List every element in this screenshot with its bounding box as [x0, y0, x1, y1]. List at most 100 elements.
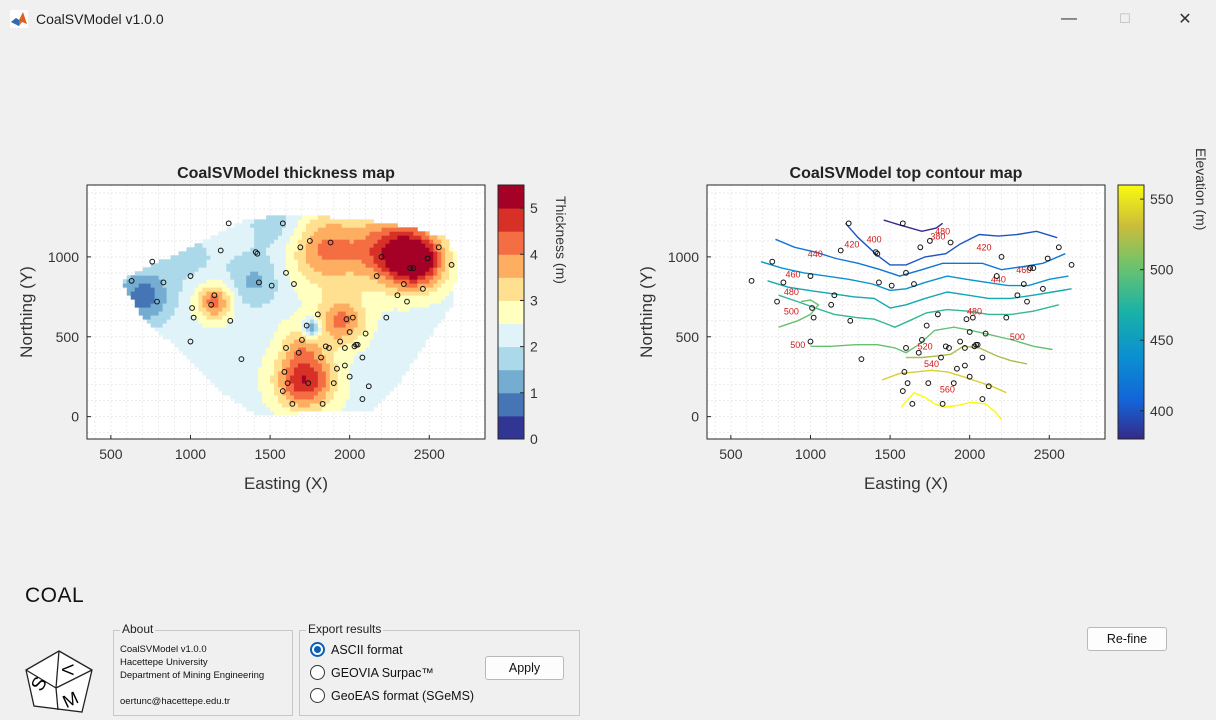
well-marker — [925, 380, 932, 386]
well-marker — [993, 273, 1000, 279]
radio-icon[interactable] — [310, 665, 325, 680]
y-tick-label: 500 — [676, 329, 700, 345]
well-marker — [979, 396, 986, 402]
well-marker — [394, 292, 401, 299]
well-marker — [297, 244, 304, 251]
apply-button[interactable]: Apply — [485, 656, 564, 680]
thickness-xlabel: Easting (X) — [244, 474, 328, 493]
well-marker — [876, 279, 882, 286]
contour-line — [767, 280, 1072, 309]
well-marker — [780, 279, 787, 286]
contour-label: 460 — [1016, 265, 1031, 275]
well-marker — [283, 345, 289, 351]
refine-button[interactable]: Re-fine — [1087, 627, 1167, 651]
well-marker — [1044, 255, 1051, 262]
well-marker — [845, 220, 852, 227]
well-marker — [946, 345, 952, 351]
well-marker — [291, 281, 297, 287]
well-marker — [966, 329, 973, 335]
well-marker — [810, 314, 817, 321]
well-marker — [939, 400, 946, 407]
maximize-button[interactable]: ☐ — [1102, 6, 1148, 32]
y-tick-label: 1000 — [48, 249, 79, 265]
about-email: oertunc@hacettepe.edu.tr — [120, 696, 230, 707]
well-marker — [365, 383, 372, 390]
well-marker — [1040, 285, 1046, 292]
well-marker — [322, 343, 329, 350]
well-marker — [160, 279, 167, 286]
well-marker — [189, 305, 195, 311]
well-marker — [378, 253, 385, 260]
contour-label: 460 — [785, 270, 800, 280]
contour-label: 400 — [867, 235, 882, 245]
well-marker — [254, 250, 261, 257]
contour-lines: 380 400 420 440 460 480 420 480 460 440 500 480 500 5… — [760, 219, 1072, 421]
well-marker — [915, 349, 922, 356]
radio-icon[interactable] — [310, 688, 325, 703]
elevation-colorbar[interactable] — [1117, 184, 1145, 440]
thickness-colorbar[interactable]: 0 1 2 3 4 5 — [497, 184, 538, 447]
well-marker — [351, 343, 358, 350]
well-marker — [319, 400, 326, 407]
well-marker — [407, 265, 414, 271]
logo-letter-v: V — [58, 664, 77, 676]
title-bar: CoalSVModel v1.0.0 — ☐ ✕ — [0, 0, 1216, 38]
close-button[interactable]: ✕ — [1162, 6, 1208, 32]
well-marker — [149, 258, 156, 265]
thickness-map-axes[interactable]: 500 1000 1500 2000 2500 0 500 1000 — [48, 184, 486, 462]
well-marker — [211, 292, 218, 299]
well-marker — [346, 329, 353, 335]
well-marker — [190, 314, 197, 321]
minimize-button[interactable]: — — [1046, 6, 1092, 32]
well-marker — [954, 365, 960, 372]
well-marker — [904, 380, 911, 386]
export-option-geoeas-label: GeoEAS format (SGeMS) — [331, 688, 475, 703]
well-marker — [306, 238, 313, 244]
well-marker — [831, 292, 838, 299]
x-tick-label: 1500 — [875, 446, 906, 462]
export-option-ascii[interactable]: ASCII format — [310, 642, 403, 657]
thickness-heatmap — [122, 215, 458, 416]
minimize-icon: — — [1061, 10, 1077, 27]
well-marker — [314, 311, 321, 318]
contour-line — [883, 219, 944, 233]
well-marker — [847, 317, 854, 324]
well-marker — [343, 316, 350, 323]
contour-label: 480 — [935, 227, 950, 237]
well-marker — [1003, 314, 1010, 321]
well-marker — [299, 337, 305, 343]
well-marker — [1027, 265, 1034, 271]
colorbar-tick-label: 4 — [530, 246, 538, 262]
well-marker — [400, 281, 407, 287]
elevation-colorbar-ticks: 400 450 500 550 — [1140, 191, 1174, 419]
export-option-geoeas[interactable]: GeoEAS format (SGeMS) — [310, 688, 474, 703]
elevation-colorbar-label: Elevation (m) — [1193, 148, 1209, 230]
x-tick-label: 1000 — [795, 446, 826, 462]
well-marker — [917, 244, 924, 251]
well-marker — [289, 400, 296, 407]
contour-ticks: 500 1000 1500 2000 2500 0 500 1000 — [668, 249, 1065, 462]
well-marker — [926, 238, 933, 244]
contour-label: 560 — [940, 385, 955, 395]
colorbar-tick-label: 450 — [1150, 332, 1174, 348]
export-option-surpac[interactable]: GEOVIA Surpac™ — [310, 665, 434, 680]
well-marker — [923, 322, 930, 329]
contour-label: 380 — [930, 231, 945, 241]
export-title: Export results — [306, 622, 384, 636]
well-marker — [227, 317, 234, 324]
contour-line — [900, 391, 1003, 421]
well-marker — [872, 249, 879, 255]
well-marker — [982, 330, 989, 337]
well-marker — [947, 239, 954, 246]
contour-label: 500 — [784, 306, 799, 316]
about-university: Hacettepe University — [120, 657, 208, 668]
radio-selected-icon[interactable] — [310, 642, 325, 657]
well-marker — [346, 373, 353, 380]
colorbar-tick-label: 400 — [1150, 403, 1174, 419]
well-marker — [217, 247, 224, 254]
well-marker — [966, 373, 973, 380]
contour-label: 500 — [790, 340, 805, 350]
well-marker — [774, 298, 780, 305]
well-marker — [208, 301, 215, 308]
